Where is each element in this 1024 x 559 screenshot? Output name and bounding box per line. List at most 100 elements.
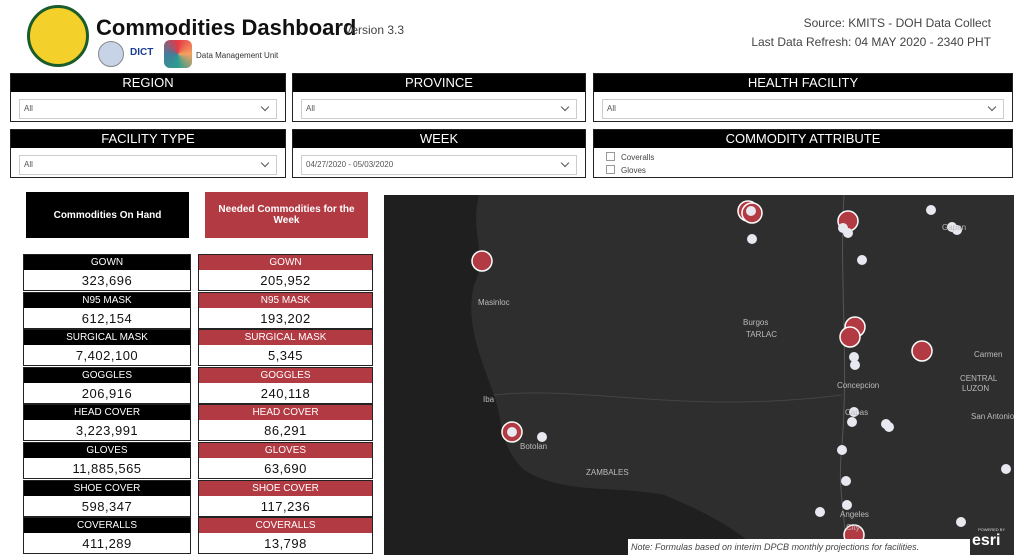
markers [471, 200, 1011, 546]
version: Version 3.3 [344, 23, 405, 37]
facility-marker [746, 206, 756, 216]
commodity-name: SHOE COVER [199, 480, 372, 496]
commodity-value: 117,236 [260, 498, 311, 514]
facility-marker [849, 352, 859, 362]
filter-label: WEEK [293, 130, 585, 148]
powered-by: POWERED BY [978, 527, 1005, 532]
place-label: Masinloc [478, 298, 510, 307]
facility-marker [837, 445, 847, 455]
commodity-card: HEAD COVER 3,223,991 [23, 404, 191, 442]
commodity-value: 240,118 [260, 385, 311, 401]
facility-marker [952, 225, 962, 235]
commodity-card: COVERALLS 13,798 [198, 517, 373, 555]
facility-marker [747, 234, 757, 244]
place-label: ZAMBALES [586, 468, 629, 477]
facility-marker [842, 500, 852, 510]
commodity-name: SHOE COVER [24, 480, 190, 496]
logo-text: DICT [130, 47, 154, 58]
commodity-name: GLOVES [199, 443, 372, 458]
filter-dropdown[interactable]: All [19, 99, 277, 119]
commodity-name: GOGGLES [199, 367, 372, 383]
place-label: Gapan [942, 223, 966, 232]
doh-logo [27, 5, 89, 67]
commodity-value: 86,291 [264, 423, 307, 439]
facility-marker [956, 517, 966, 527]
kmits-logo [164, 40, 192, 68]
filter: HEALTH FACILITY All [593, 73, 1013, 122]
commodity-value: 411,289 [82, 536, 132, 552]
needed-button[interactable]: Needed Commodities for the Week [205, 192, 368, 238]
commodity-card: GLOVES 63,690 [198, 442, 373, 479]
commodity-value: 13,798 [264, 536, 307, 552]
commodity-name: GOWN [24, 255, 190, 270]
place-label: Capas [845, 408, 868, 417]
commodity-card: GOWN 205,952 [198, 254, 373, 291]
filter-label: REGION [11, 74, 285, 92]
commodity-name: SURGICAL MASK [199, 330, 372, 346]
place-label: LUZON [962, 384, 989, 393]
filter-option[interactable]: Gloves [606, 165, 646, 175]
place-label: City [846, 523, 860, 532]
facility-marker [850, 360, 860, 370]
commodity-value: 7,402,100 [75, 348, 139, 364]
map-note: Note: Formulas based on interim DPCB mon… [628, 539, 970, 556]
commodity-value: 598,347 [81, 498, 133, 514]
facility-marker [507, 427, 517, 437]
title: Commodities Dashboard [96, 15, 357, 40]
commodity-name: SURGICAL MASK [24, 330, 190, 346]
commodity-card: GOGGLES 240,118 [198, 366, 373, 404]
filter: COMMODITY ATTRIBUTE Coveralls Gloves [593, 129, 1013, 178]
filter: REGION All [10, 73, 286, 122]
facility-marker [849, 407, 859, 417]
commodity-name: N95 MASK [199, 292, 372, 308]
esri-logo: esri [972, 532, 1000, 549]
refresh: Last Data Refresh: 04 MAY 2020 - 2340 PH… [751, 35, 991, 49]
filter-dropdown[interactable]: 04/27/2020 - 05/03/2020 [301, 155, 577, 175]
road [493, 392, 843, 403]
commodity-value: 3,223,991 [75, 423, 139, 439]
commodity-name: GLOVES [24, 443, 190, 458]
facility-marker [841, 476, 851, 486]
commodity-card: GOWN 323,696 [23, 254, 191, 291]
commodity-value: 63,690 [264, 461, 307, 476]
commodity-card: SURGICAL MASK 7,402,100 [23, 329, 191, 367]
filter-label: PROVINCE [293, 74, 585, 92]
filter-dropdown[interactable]: All [301, 99, 577, 119]
commodity-value: 193,202 [260, 310, 311, 326]
commodity-name: HEAD COVER [199, 405, 372, 421]
place-label: Angeles [840, 510, 869, 519]
filter-dropdown[interactable]: All [19, 155, 277, 175]
facility-marker [537, 432, 547, 442]
commodity-value: 205,952 [260, 273, 311, 288]
facility-marker [843, 228, 853, 238]
facility-marker-red [471, 250, 493, 272]
facility-marker [884, 422, 894, 432]
on-hand-button[interactable]: Commodities On Hand [26, 192, 189, 238]
commodity-name: COVERALLS [199, 518, 372, 534]
commodity-name: COVERALLS [24, 518, 190, 534]
facility-marker [857, 255, 867, 265]
filter-label: COMMODITY ATTRIBUTE [594, 130, 1012, 148]
road [839, 195, 846, 555]
filter: WEEK 04/27/2020 - 05/03/2020 [292, 129, 586, 178]
commodity-value: 11,885,565 [72, 461, 142, 476]
place-label: Botolan [520, 442, 547, 451]
filter: FACILITY TYPE All [10, 129, 286, 178]
place-label: Concepcion [837, 381, 879, 390]
dict-logo [98, 41, 124, 67]
commodity-value: 206,916 [81, 385, 133, 401]
facility-marker [1001, 464, 1011, 474]
facility-marker [815, 507, 825, 517]
commodity-name: N95 MASK [24, 292, 190, 308]
filter-option[interactable]: Coveralls [606, 152, 654, 162]
filter-dropdown[interactable]: All [602, 99, 1004, 119]
commodity-value: 5,345 [267, 348, 304, 364]
commodity-card: HEAD COVER 86,291 [198, 404, 373, 442]
source: Source: KMITS - DOH Data Collect [803, 16, 991, 30]
facility-marker [847, 417, 857, 427]
commodity-name: GOWN [199, 255, 372, 270]
filter-label: FACILITY TYPE [11, 130, 285, 148]
